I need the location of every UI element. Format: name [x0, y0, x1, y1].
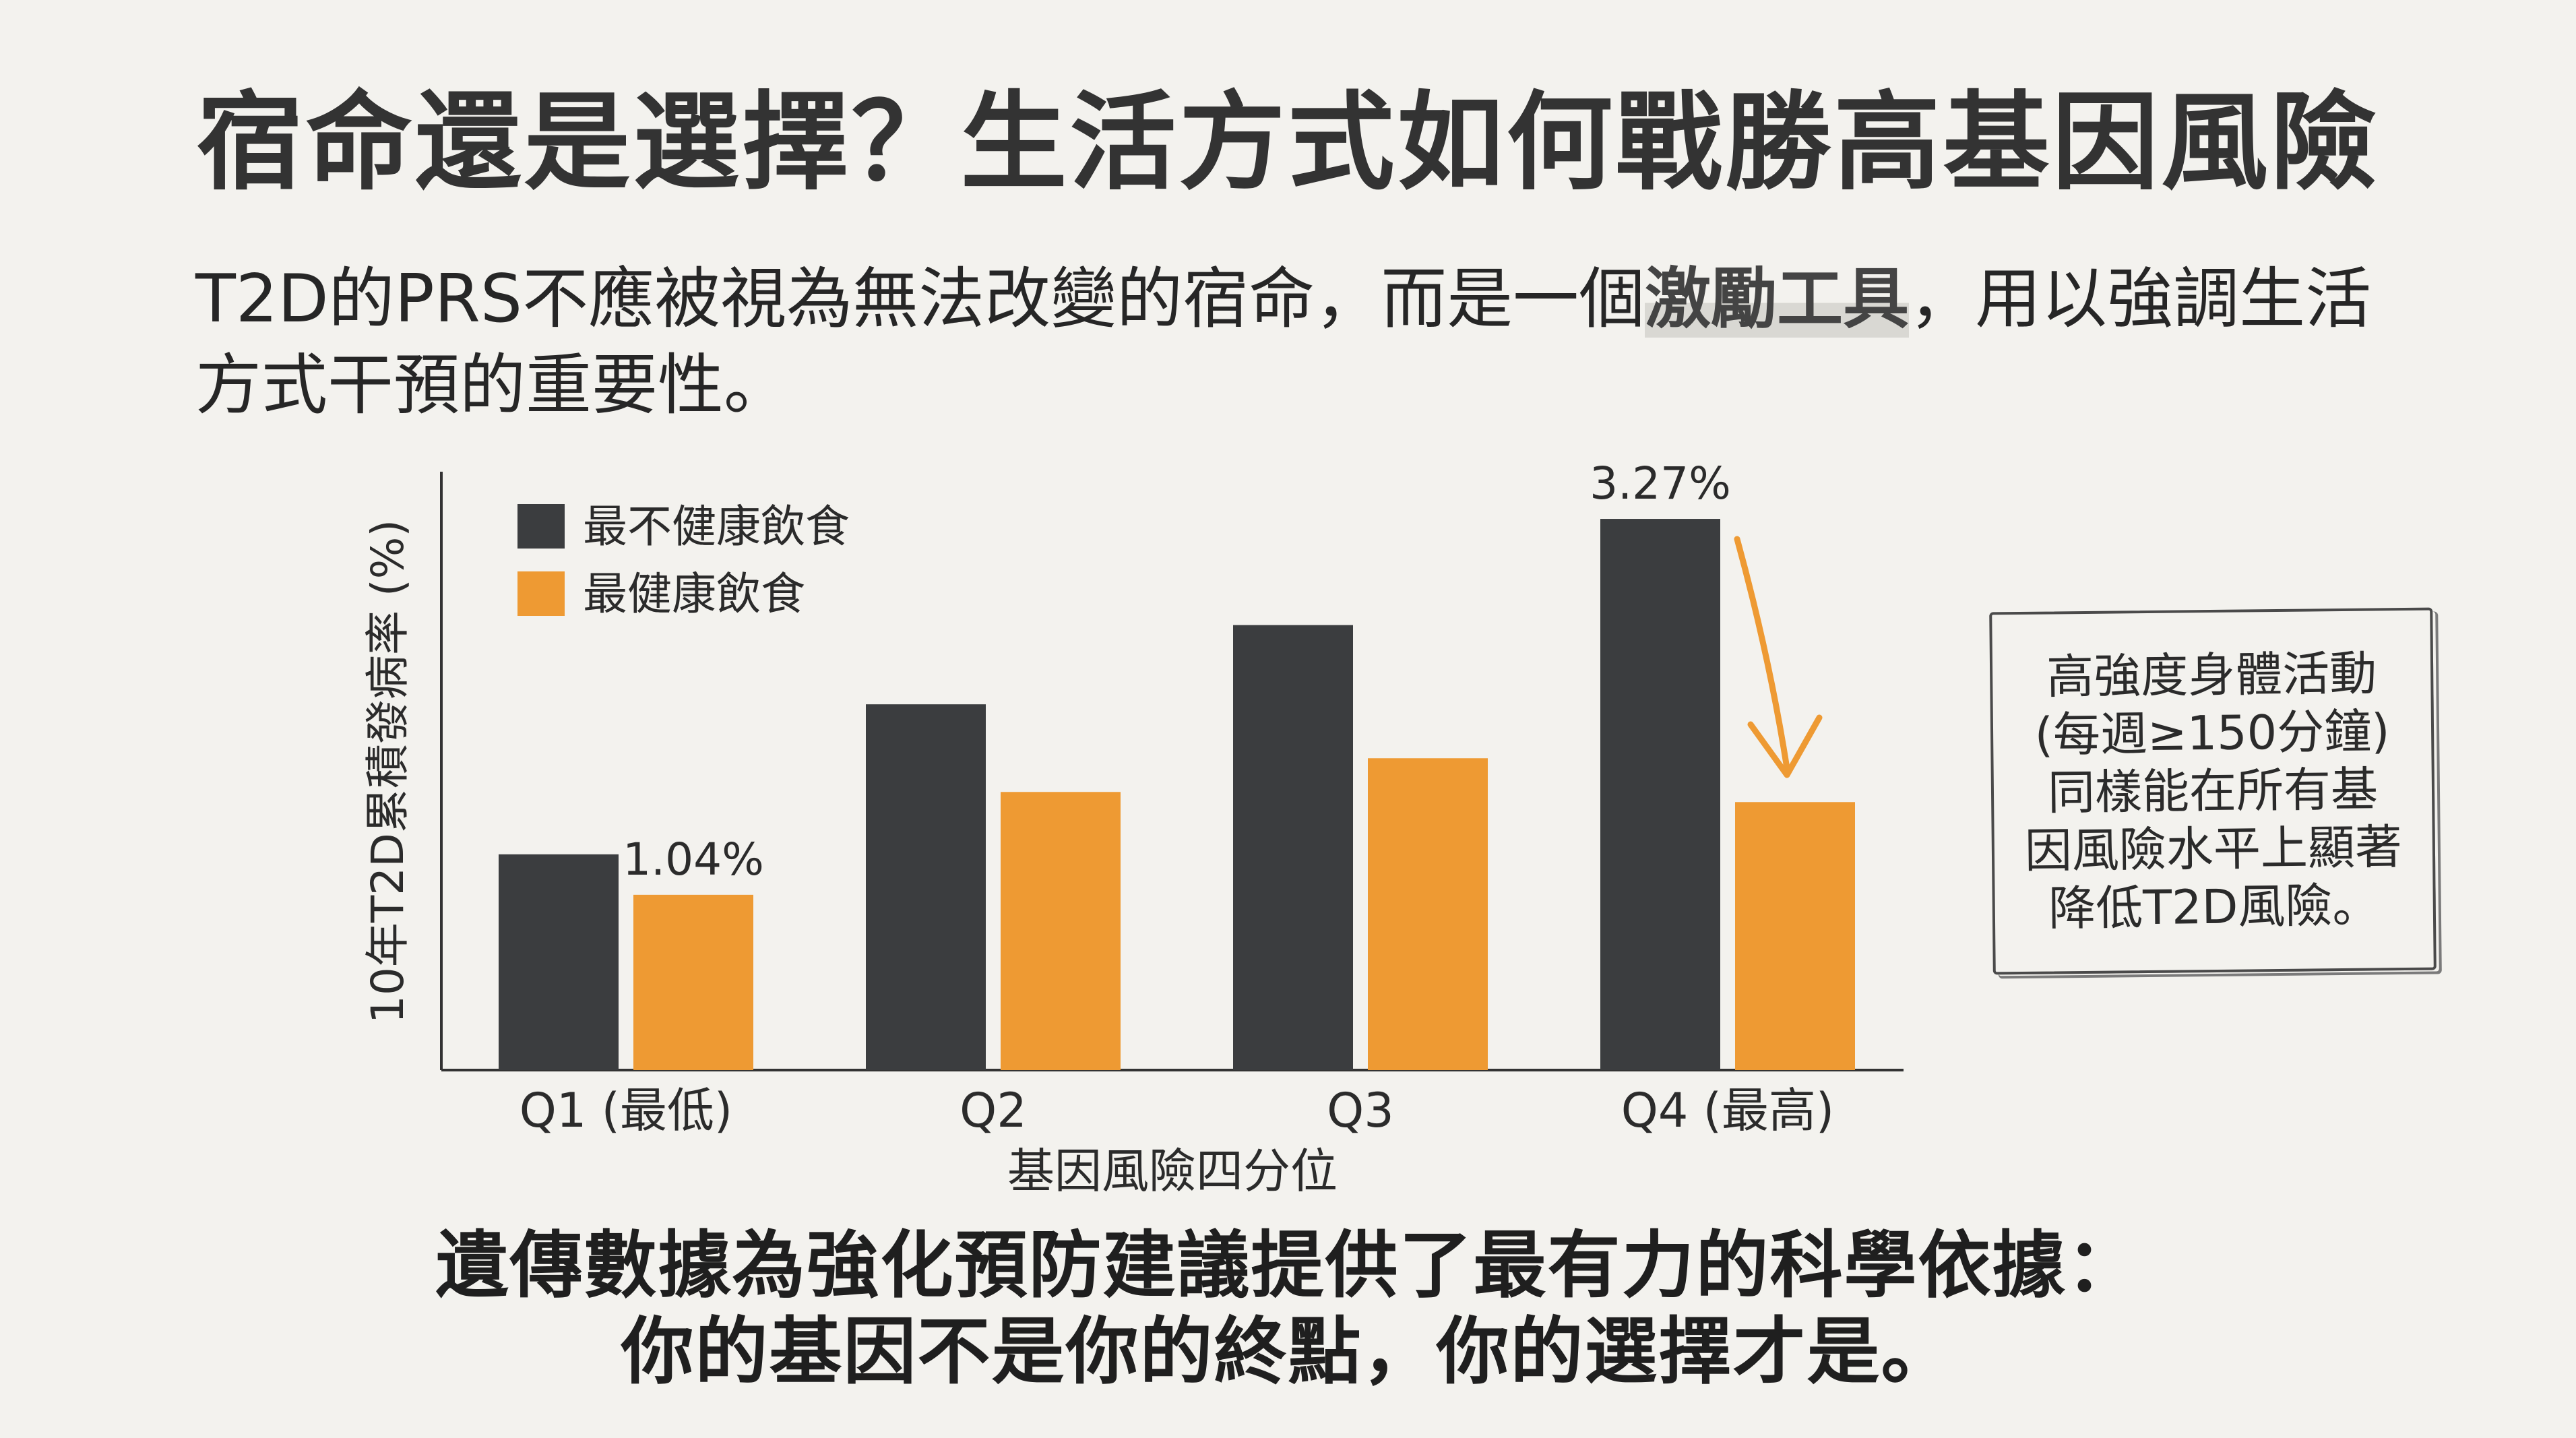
legend-label: 最不健康飲食 [583, 501, 850, 553]
bar-unhealthy-q3 [1233, 625, 1353, 1070]
bar-healthy-q4 [1735, 802, 1855, 1070]
y-axis-title: 10年T2D累積發病率 (%) [362, 520, 414, 1024]
intro-text-start: T2D的PRS不應被視為無法改變的宿命，而是一個 [195, 261, 1645, 338]
x-axis-title: 基因風險四分位 [1007, 1144, 1338, 1199]
bar-healthy-q1 [633, 894, 753, 1070]
x-tick-label: Q2 [960, 1083, 1027, 1138]
data-label: 3.27% [1590, 458, 1731, 509]
x-tick-label: Q3 [1327, 1083, 1394, 1138]
legend-swatch [517, 504, 565, 549]
intro-highlight: 激勵工具 [1645, 261, 1910, 338]
bar-healthy-q3 [1368, 758, 1488, 1070]
bar-unhealthy-q1 [499, 854, 619, 1070]
conclusion: 遺傳數據為強化預防建議提供了最有力的科學依據： 你的基因不是你的終點，你的選擇才… [0, 1223, 2576, 1396]
bar-healthy-q2 [1001, 792, 1121, 1070]
intro-text-end: ，用以強調生活方式干預的重要性。 [195, 261, 2372, 424]
note-box: 高強度身體活動 (每週≥150分鐘) 同樣能在所有基 因風險水平上顯著 降低T2… [1989, 607, 2437, 975]
legend-swatch [517, 571, 565, 616]
intro-paragraph: T2D的PRS不應被視為無法改變的宿命，而是一個激勵工具，用以強調生活方式干預的… [195, 256, 2419, 429]
slide-title: 宿命還是選擇？生活方式如何戰勝高基因風險 [196, 81, 2380, 205]
note-text: 高強度身體活動 (每週≥150分鐘) 同樣能在所有基 因風險水平上顯著 降低T2… [2024, 646, 2403, 937]
x-tick-label: Q1 (最低) [520, 1083, 733, 1138]
conclusion-line-1: 遺傳數據為強化預防建議提供了最有力的科學依據： [435, 1224, 2141, 1308]
bar-unhealthy-q2 [866, 704, 986, 1070]
x-tick-label: Q4 (最高) [1621, 1083, 1835, 1138]
conclusion-line-2: 你的基因不是你的終點，你的選擇才是。 [621, 1310, 1955, 1394]
bar-unhealthy-q4 [1600, 519, 1720, 1070]
data-label: 1.04% [623, 834, 764, 885]
legend-label: 最健康飲食 [583, 568, 805, 620]
down-arrow-head [1747, 714, 1823, 778]
down-arrow [1734, 536, 1790, 772]
